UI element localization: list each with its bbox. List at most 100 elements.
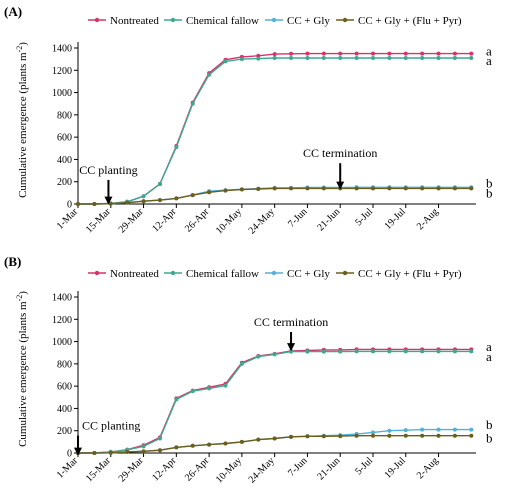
data-point xyxy=(338,186,343,191)
x-tick-label: 21-Jun xyxy=(315,455,342,482)
series-3 xyxy=(76,186,474,206)
significance-letter: b xyxy=(486,417,493,432)
legend-label: CC + Gly + (Flu + Pyr) xyxy=(358,268,462,280)
annotation-label: CC termination xyxy=(303,146,377,160)
data-point xyxy=(436,186,441,191)
data-point xyxy=(452,51,457,56)
legend-label: CC + Gly + (Flu + Pyr) xyxy=(358,15,462,27)
series-3 xyxy=(76,433,474,455)
x-tick-label: 1-Mar xyxy=(55,455,81,481)
significance-letter: b xyxy=(486,431,493,446)
data-point xyxy=(125,200,130,205)
data-point xyxy=(207,190,212,195)
x-tick-label: 26-Apr xyxy=(183,455,212,484)
legend-label: CC + Gly xyxy=(287,268,330,280)
x-tick-label: 12-Apr xyxy=(150,206,179,235)
data-point xyxy=(338,434,343,439)
y-tick-label: 1000 xyxy=(52,88,72,99)
legend-item: CC + Gly + (Flu + Pyr) xyxy=(336,268,462,280)
data-point xyxy=(174,445,179,450)
legend: Nontreated Chemical fallow CC + Gly CC + Gl… xyxy=(88,15,462,27)
data-point xyxy=(452,349,457,354)
data-point xyxy=(321,349,326,354)
data-point xyxy=(141,444,146,449)
annotation: CC termination xyxy=(303,146,377,190)
data-point xyxy=(223,59,228,64)
data-point xyxy=(239,57,244,62)
data-point xyxy=(403,428,408,433)
data-point xyxy=(157,198,162,203)
legend: Nontreated Chemical fallow CC + Gly CC + Gl… xyxy=(88,268,462,280)
data-point xyxy=(256,53,261,58)
data-point xyxy=(141,199,146,204)
data-point xyxy=(289,434,294,439)
significance-letter: a xyxy=(486,339,492,354)
legend-swatch-marker xyxy=(170,17,176,23)
data-point xyxy=(157,181,162,186)
data-point xyxy=(452,186,457,191)
data-point xyxy=(452,427,457,432)
data-point xyxy=(420,186,425,191)
data-point xyxy=(272,56,277,61)
series-0 xyxy=(76,51,474,206)
x-tick-label: 15-Mar xyxy=(84,206,113,235)
data-point xyxy=(370,433,375,438)
data-point xyxy=(125,449,130,454)
legend-swatch-marker xyxy=(342,17,348,23)
data-point xyxy=(338,56,343,61)
series-line xyxy=(78,57,472,205)
y-tick-label: 200 xyxy=(57,177,72,188)
x-tick-label: 1-Mar xyxy=(55,206,81,232)
y-tick-label: 200 xyxy=(57,426,72,437)
data-point xyxy=(207,386,212,391)
data-point xyxy=(92,451,97,455)
y-tick-label: 1200 xyxy=(52,315,72,326)
y-axis-label: Cumulative emergence (plants m-2) xyxy=(15,291,29,447)
data-point xyxy=(174,196,179,201)
x-tick-label: 5-Jul xyxy=(353,206,375,228)
legend-label: Nontreated xyxy=(110,268,159,280)
data-point xyxy=(305,51,310,56)
x-tick-label: 2-Aug xyxy=(415,455,441,481)
x-tick-label: 2-Aug xyxy=(415,206,441,232)
data-point xyxy=(289,56,294,61)
y-tick-label: 600 xyxy=(57,133,72,144)
data-point xyxy=(256,437,261,442)
y-tick-label: 400 xyxy=(57,404,72,415)
data-point xyxy=(469,186,474,191)
x-tick-label: 24-May xyxy=(247,206,277,236)
data-point xyxy=(436,51,441,56)
y-axis-label: Cumulative emergence (plants m-2) xyxy=(15,42,29,198)
y-tick-label: 1400 xyxy=(52,44,72,55)
data-point xyxy=(387,186,392,191)
legend-label: Chemical fallow xyxy=(186,268,259,280)
data-point xyxy=(354,186,359,191)
data-point xyxy=(387,428,392,433)
annotation: CC planting xyxy=(74,419,140,456)
data-point xyxy=(305,349,310,354)
legend-item: CC + Gly + (Flu + Pyr) xyxy=(336,15,462,27)
data-point xyxy=(452,433,457,438)
data-point xyxy=(108,201,113,206)
data-point xyxy=(420,51,425,56)
legend-item: CC + Gly xyxy=(265,15,330,27)
data-point xyxy=(452,56,457,61)
data-point xyxy=(403,51,408,56)
legend-item: Nontreated xyxy=(88,268,159,280)
data-point xyxy=(338,51,343,56)
data-point xyxy=(469,427,474,432)
data-point xyxy=(223,441,228,446)
data-point xyxy=(305,56,310,61)
data-point xyxy=(108,450,113,455)
data-point xyxy=(370,349,375,354)
data-point xyxy=(321,434,326,439)
x-tick-label: 7-Jun xyxy=(286,206,310,230)
y-tick-label: 1000 xyxy=(52,337,72,348)
data-point xyxy=(370,430,375,435)
data-point xyxy=(387,349,392,354)
series-line xyxy=(78,52,472,205)
data-point xyxy=(420,56,425,61)
data-point xyxy=(239,439,244,444)
data-point xyxy=(370,186,375,191)
data-point xyxy=(190,193,195,198)
